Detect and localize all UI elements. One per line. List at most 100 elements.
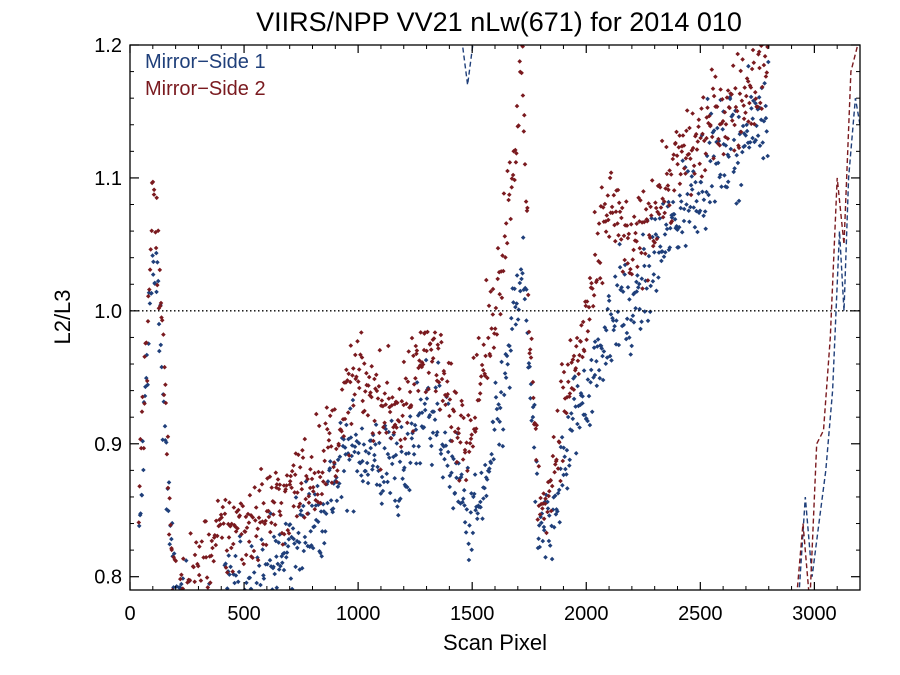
data-point — [606, 298, 612, 303]
data-point — [440, 398, 446, 404]
data-point — [567, 463, 572, 468]
data-point — [513, 160, 519, 165]
data-point — [266, 514, 272, 520]
data-point — [456, 430, 461, 436]
data-point — [272, 522, 278, 527]
data-point — [474, 352, 480, 358]
data-point — [407, 414, 413, 419]
data-point — [289, 586, 295, 590]
data-point — [674, 129, 679, 135]
data-point — [427, 412, 433, 418]
data-point — [406, 450, 411, 456]
data-point — [580, 354, 585, 360]
data-point — [156, 321, 162, 327]
data-point — [244, 525, 250, 530]
data-point — [249, 554, 254, 559]
data-point — [728, 146, 734, 152]
data-point — [319, 554, 324, 559]
data-point — [217, 592, 222, 597]
data-point — [406, 349, 411, 354]
data-point — [467, 523, 472, 528]
data-point — [475, 516, 480, 522]
data-point — [720, 118, 726, 124]
data-point — [526, 329, 532, 335]
data-point — [596, 367, 602, 373]
data-point — [372, 452, 377, 458]
data-point — [627, 297, 632, 302]
data-point — [675, 227, 680, 232]
data-point — [522, 296, 528, 302]
data-point — [225, 586, 230, 590]
data-point — [590, 303, 596, 309]
data-point — [346, 371, 351, 377]
data-point — [399, 424, 404, 430]
data-point — [393, 452, 399, 458]
data-point — [512, 177, 517, 183]
data-point — [663, 186, 668, 191]
data-point — [654, 288, 659, 294]
data-point — [546, 538, 552, 544]
data-point — [335, 468, 340, 473]
data-point — [254, 580, 259, 586]
data-point — [392, 498, 398, 503]
data-point — [389, 461, 395, 467]
data-point — [616, 342, 622, 348]
data-point — [584, 299, 590, 304]
data-point — [162, 364, 167, 370]
data-point — [566, 379, 571, 385]
data-point — [572, 374, 578, 379]
data-point — [698, 135, 703, 141]
data-point — [464, 507, 470, 512]
data-point — [438, 447, 444, 453]
data-point — [372, 376, 377, 382]
data-point — [315, 483, 320, 489]
data-point — [255, 557, 261, 563]
data-point — [672, 217, 678, 222]
data-point — [732, 148, 737, 153]
data-point — [166, 480, 172, 485]
data-point — [514, 273, 520, 278]
data-point — [352, 392, 357, 397]
data-point — [545, 506, 551, 511]
data-point — [576, 403, 581, 409]
data-point — [618, 237, 624, 242]
data-point — [398, 496, 403, 501]
data-point — [624, 330, 630, 336]
data-point — [387, 455, 392, 460]
data-point — [545, 499, 550, 505]
data-point — [702, 209, 708, 214]
data-point — [520, 271, 525, 276]
data-point — [269, 485, 274, 490]
data-point — [569, 360, 574, 365]
data-point — [659, 258, 664, 264]
data-point — [250, 555, 255, 560]
data-point — [259, 537, 264, 542]
data-point — [353, 432, 359, 437]
data-point — [683, 243, 688, 249]
data-point — [651, 238, 656, 244]
data-point — [575, 383, 580, 389]
data-point — [265, 561, 270, 567]
data-point — [556, 487, 562, 493]
data-point — [398, 437, 403, 443]
data-point — [263, 542, 269, 548]
data-point — [736, 114, 742, 120]
data-point — [649, 215, 654, 221]
data-point — [592, 372, 598, 378]
data-point — [299, 486, 305, 492]
data-point — [739, 98, 745, 104]
data-point — [163, 400, 169, 406]
data-point — [522, 162, 528, 167]
data-point — [332, 407, 337, 412]
data-point — [385, 479, 390, 485]
data-point — [719, 121, 724, 126]
data-point — [560, 483, 565, 488]
data-point — [386, 343, 391, 349]
data-point — [173, 558, 179, 564]
data-point — [536, 464, 542, 469]
data-point — [472, 472, 478, 477]
data-point — [511, 300, 516, 305]
data-point — [426, 370, 432, 376]
data-point — [466, 541, 471, 547]
data-point — [491, 457, 496, 462]
